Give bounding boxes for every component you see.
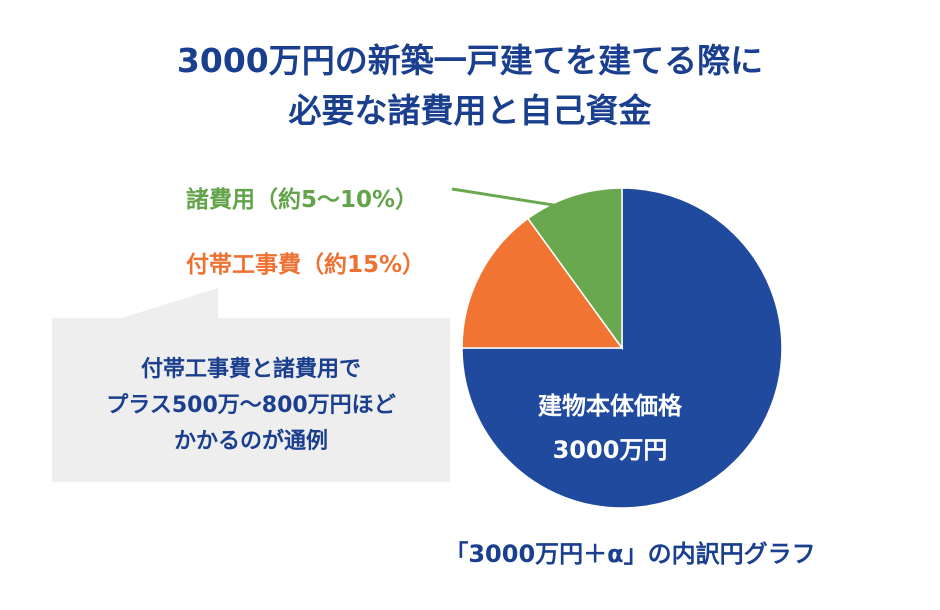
leader-line-shohiyo — [451, 187, 576, 210]
chart-title: 3000万円の新築一戸建てを建てる際に 必要な諸費用と自己資金 — [0, 36, 940, 136]
chart-title-line1: 3000万円の新築一戸建てを建てる際に — [176, 41, 764, 80]
callout-line2: プラス500万〜800万円ほど — [106, 393, 396, 418]
callout-tail — [118, 288, 218, 319]
chart-caption: 「3000万円＋α」の内訳円グラフ — [444, 540, 816, 568]
slice-label-main-amount: 3000万円 — [552, 436, 668, 464]
callout-line1: 付帯工事費と諸費用で — [140, 357, 361, 382]
callout-line3: かかるのが通例 — [173, 429, 328, 454]
callout-text: 付帯工事費と諸費用で プラス500万〜800万円ほど かかるのが通例 — [52, 352, 450, 460]
pie-slice-shohiyo — [526, 187, 623, 351]
callout-box — [52, 318, 450, 482]
slice-label-main-name: 建物本体価格 — [538, 392, 682, 420]
pie-slice-futai — [461, 217, 624, 349]
slice-label-shohiyo: 諸費用（約5〜10%） — [186, 187, 419, 213]
chart-title-line2: 必要な諸費用と自己資金 — [288, 91, 652, 130]
slice-label-futai: 付帯工事費（約15%） — [186, 252, 426, 278]
slice-label-main: 建物本体価格 3000万円 — [480, 384, 740, 472]
